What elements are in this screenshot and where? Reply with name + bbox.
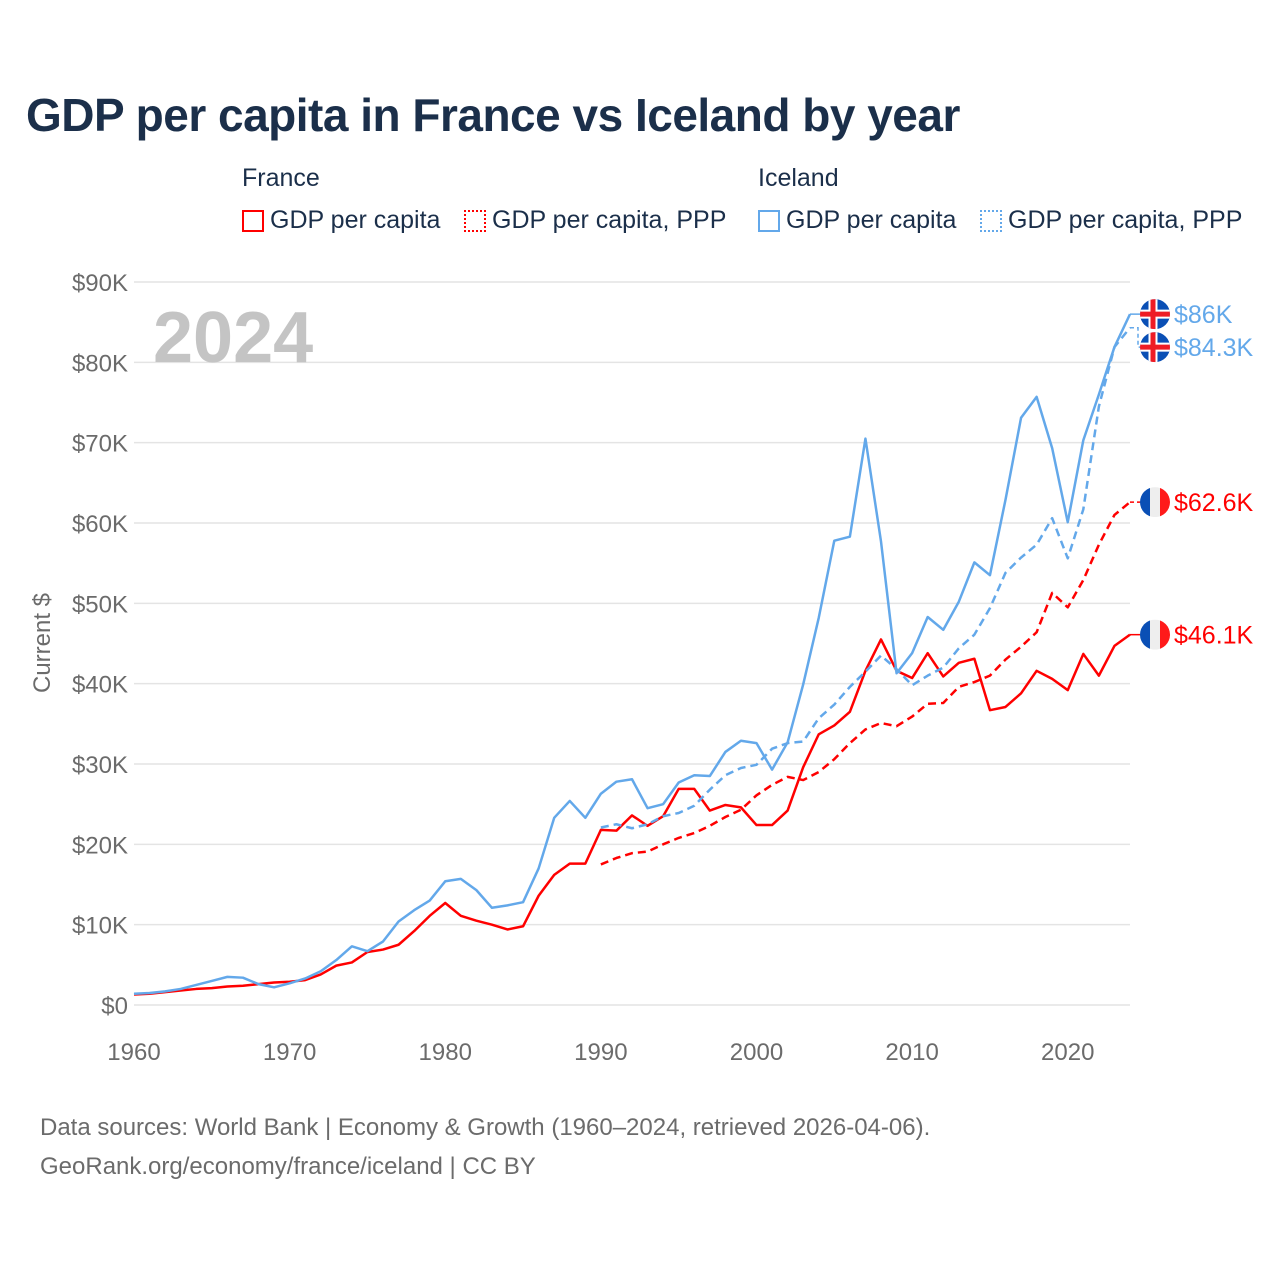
legend-iceland-ppp[interactable]: GDP per capita, PPP — [980, 206, 1242, 235]
x-tick-label: 2000 — [730, 1039, 783, 1066]
legend-swatch-dotted — [980, 209, 1002, 232]
y-tick-label: $20K — [72, 832, 128, 859]
iceland-flag-icon — [1140, 299, 1170, 330]
end-value-label: $62.6K — [1174, 489, 1254, 517]
legend-swatch-solid — [242, 209, 264, 232]
end-value-label: $46.1K — [1174, 622, 1254, 650]
y-axis-label: Current $ — [29, 593, 56, 693]
legend-label: GDP per capita — [786, 206, 957, 234]
legend-swatch-dotted — [464, 209, 486, 232]
end-value-label: $86K — [1174, 301, 1233, 329]
x-tick-label: 2010 — [885, 1039, 938, 1066]
legend-label: GDP per capita, PPP — [492, 206, 727, 234]
flag-red — [1160, 619, 1170, 650]
flag-body — [1140, 487, 1170, 518]
x-tick-label: 1970 — [263, 1039, 316, 1066]
flag-body — [1140, 332, 1170, 363]
y-tick-label: $90K — [72, 270, 128, 297]
end-value-label: $84.3K — [1174, 334, 1254, 362]
flag-body — [1140, 299, 1170, 330]
france-gdp-per-capita-ppp-line — [600, 501, 1131, 866]
flag-blue — [1140, 487, 1150, 518]
legend-iceland-gdp[interactable]: GDP per capita — [758, 206, 956, 235]
x-tick-label: 1980 — [419, 1039, 472, 1066]
legend-france-gdp[interactable]: GDP per capita — [242, 206, 440, 235]
flag-red-v — [1150, 332, 1156, 363]
flag-white — [1150, 487, 1160, 518]
iceland-flag-icon — [1140, 332, 1170, 363]
legend-group-iceland: Iceland — [758, 164, 839, 192]
y-tick-label: $0 — [101, 993, 128, 1020]
y-tick-label: $70K — [72, 431, 128, 458]
y-tick-label: $80K — [72, 350, 128, 377]
x-tick-label: 1960 — [107, 1039, 160, 1066]
flag-body — [1140, 619, 1170, 650]
y-tick-label: $40K — [72, 672, 128, 699]
france-flag-icon — [1140, 487, 1170, 518]
y-tick-label: $30K — [72, 752, 128, 779]
year-label: 2024 — [153, 298, 313, 378]
data-sources: Data sources: World Bank | Economy & Gro… — [40, 1114, 931, 1141]
chart-title: GDP per capita in France vs Iceland by y… — [26, 89, 960, 141]
france-gdp-per-capita-line — [133, 633, 1131, 996]
france-flag-icon — [1140, 619, 1170, 650]
iceland-gdp-per-capita-line — [133, 313, 1132, 996]
legend-label: GDP per capita — [270, 206, 441, 234]
y-tick-label: $10K — [72, 913, 128, 940]
y-tick-label: $50K — [72, 591, 128, 618]
end-leader — [1130, 327, 1142, 348]
x-tick-label: 1990 — [574, 1039, 627, 1066]
flag-blue — [1140, 619, 1150, 650]
iceland-gdp-per-capita-ppp-line — [600, 327, 1131, 830]
legend-france-ppp[interactable]: GDP per capita, PPP — [464, 206, 726, 235]
flag-red-v — [1150, 299, 1156, 330]
source-link[interactable]: GeoRank.org/economy/france/iceland | CC … — [40, 1153, 536, 1180]
legend-label: GDP per capita, PPP — [1008, 206, 1243, 234]
x-tick-label: 2020 — [1041, 1039, 1094, 1066]
flag-red — [1160, 487, 1170, 518]
footer: Data sources: World Bank | Economy & Gro… — [40, 1108, 930, 1186]
legend-group-france: France — [242, 164, 320, 192]
flag-white — [1150, 619, 1160, 650]
y-tick-label: $60K — [72, 511, 128, 538]
legend-swatch-solid — [758, 209, 780, 232]
